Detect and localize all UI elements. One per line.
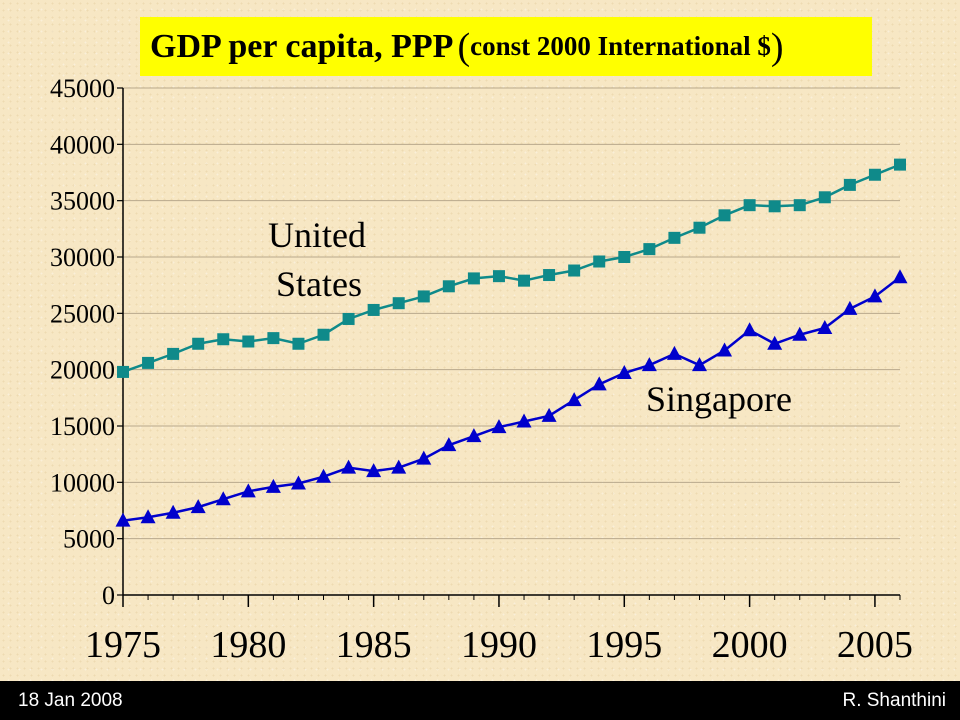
footer-date: 18 Jan 2008 [18,689,123,711]
point-singapore-1995 [616,365,632,380]
footer-author: R. Shanthini [842,689,946,711]
chart-title-paren-open: ( [457,25,471,68]
chart-title: GDP per capita, PPP ( const 2000 Interna… [140,17,872,76]
point-singapore-1986 [391,459,407,474]
point-singapore-1992 [541,407,557,422]
point-singapore-1989 [466,428,482,443]
point-united-states-2003 [818,191,831,204]
x-tick-label-1975: 1975 [85,624,161,666]
point-singapore-1993 [566,392,582,407]
x-tick-label-2005: 2005 [837,624,913,666]
point-singapore-1982 [290,475,306,490]
series-labels: United States Singapore [268,215,792,419]
x-tick-label-2000: 2000 [712,624,788,666]
footer-bar: 18 Jan 2008 R. Shanthini [0,681,960,720]
point-singapore-2005 [867,288,883,303]
point-united-states-1984 [342,312,355,325]
point-singapore-1990 [491,419,507,434]
point-united-states-1994 [593,255,606,268]
gridlines [123,87,900,540]
x-tick-label-1980: 1980 [210,624,286,666]
point-united-states-1992 [543,269,556,282]
point-united-states-1989 [467,272,480,285]
y-tick-label-35000: 35000 [50,187,115,216]
point-singapore-1988 [441,437,457,452]
point-united-states-2005 [868,168,881,181]
point-united-states-1990 [492,270,505,283]
point-united-states-1997 [668,231,681,244]
y-tick-label-30000: 30000 [50,243,115,272]
point-united-states-2002 [793,199,806,212]
point-singapore-1984 [341,459,357,474]
point-singapore-1985 [366,463,382,478]
y-tick-label-10000: 10000 [50,468,115,497]
point-singapore-1998 [691,357,707,372]
point-united-states-1995 [618,251,631,263]
point-united-states-1983 [317,328,330,341]
point-singapore-2002 [792,326,808,341]
chart-title-main: GDP per capita, PPP [150,27,454,65]
series-label-singapore: Singapore [646,379,792,419]
point-united-states-1987 [417,290,430,303]
point-united-states-1988 [442,280,455,293]
point-united-states-1999 [718,209,731,222]
point-united-states-1977 [167,347,180,360]
point-united-states-1978 [192,337,205,350]
point-singapore-2000 [742,322,758,337]
point-singapore-1999 [717,342,733,357]
axes: 0 5000 10000 15000 20000 25000 30000 35000 40000… [50,74,913,666]
point-united-states-2001 [768,200,781,213]
x-tick-label-1995: 1995 [586,624,662,666]
y-tick-label-0: 0 [102,581,115,610]
point-united-states-2000 [743,199,756,212]
point-singapore-2003 [817,319,833,334]
point-united-states-1998 [693,221,706,234]
y-tick-label-25000: 25000 [50,299,115,328]
point-united-states-1993 [568,264,581,277]
point-singapore-1983 [316,468,332,483]
point-united-states-1991 [518,274,531,287]
point-singapore-1975 [115,512,131,527]
point-united-states-1980 [242,335,255,348]
point-singapore-1987 [416,450,432,465]
point-united-states-1976 [142,356,155,369]
series-label-united-states-line1: United [268,215,366,255]
point-singapore-1977 [165,504,181,519]
point-united-states-2006 [894,158,906,171]
point-singapore-1979 [215,491,231,506]
series-label-united-states-line2: States [276,264,362,304]
gdp-line-chart: 0 5000 10000 15000 20000 25000 30000 35000 40000… [50,74,913,666]
point-united-states-1979 [217,333,230,346]
y-tick-label-15000: 15000 [50,412,115,441]
y-tick-label-40000: 40000 [50,130,115,159]
chart-title-paren-close: ) [770,25,784,68]
y-tick-label-20000: 20000 [50,356,115,385]
x-tick-label-1985: 1985 [336,624,412,666]
point-singapore-1976 [140,509,156,524]
y-tick-label-5000: 5000 [63,525,115,554]
point-united-states-2004 [843,178,856,191]
point-singapore-2004 [842,300,858,315]
point-united-states-1981 [267,332,280,345]
point-singapore-1978 [190,499,206,514]
point-singapore-2006 [892,269,908,284]
point-united-states-1986 [392,297,405,310]
series-line-singapore [122,276,901,522]
point-singapore-1981 [265,478,281,493]
point-singapore-1996 [641,357,657,372]
point-united-states-1982 [292,337,305,350]
point-singapore-1997 [666,345,682,360]
point-united-states-1985 [367,303,380,316]
point-singapore-1994 [591,376,607,391]
x-tick-label-1990: 1990 [461,624,537,666]
point-singapore-1991 [516,413,532,428]
point-united-states-1996 [643,243,656,256]
y-tick-label-45000: 45000 [50,74,115,103]
point-united-states-1975 [117,365,129,378]
chart-title-subtitle: const 2000 International $ [470,31,771,61]
point-singapore-2001 [767,335,783,350]
series-layer [115,158,908,527]
point-singapore-1980 [240,483,256,498]
